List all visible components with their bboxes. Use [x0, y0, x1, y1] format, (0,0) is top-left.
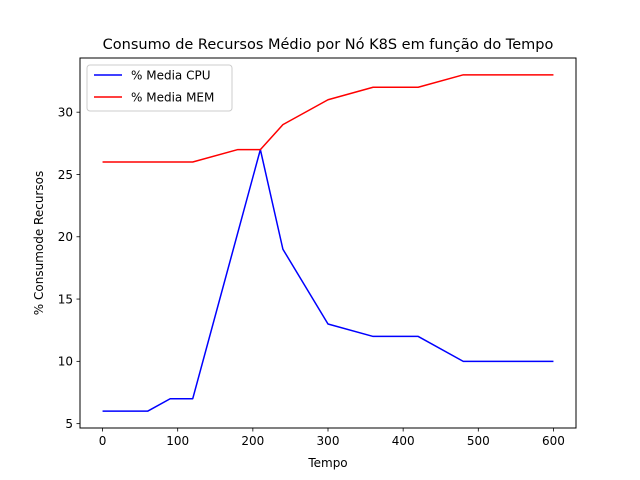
- legend-label-0: % Media CPU: [131, 68, 210, 82]
- chart-title: Consumo de Recursos Médio por Nó K8S em …: [103, 37, 554, 53]
- y-tick-label: 10: [58, 355, 73, 369]
- y-tick-label: 25: [58, 168, 73, 182]
- x-axis: 0 100 200 300 400 500 600: [99, 428, 565, 448]
- legend-label-1: % Media MEM: [131, 90, 214, 104]
- legend: % Media CPU % Media MEM: [86, 64, 233, 112]
- x-tick-label: 300: [317, 434, 340, 448]
- series-line-1: [102, 74, 554, 163]
- x-tick-label: 0: [99, 434, 107, 448]
- y-tick-label: 15: [58, 292, 73, 306]
- legend-box: [86, 64, 233, 112]
- x-tick-label: 600: [542, 434, 565, 448]
- y-axis: 5 10 15 20 25 30: [58, 105, 80, 431]
- x-tick-label: 200: [241, 434, 264, 448]
- x-axis-label: Tempo: [307, 456, 347, 470]
- series-line-0: [102, 148, 554, 412]
- x-tick-label: 100: [166, 434, 189, 448]
- plot-frame: [79, 57, 577, 429]
- y-tick-label: 5: [65, 417, 73, 431]
- y-tick-label: 30: [58, 105, 73, 119]
- plot-lines: [102, 74, 554, 412]
- y-tick-label: 20: [58, 230, 73, 244]
- y-axis-label: % Consumode Recursos: [32, 171, 46, 315]
- x-tick-label: 400: [392, 434, 415, 448]
- x-tick-label: 500: [467, 434, 490, 448]
